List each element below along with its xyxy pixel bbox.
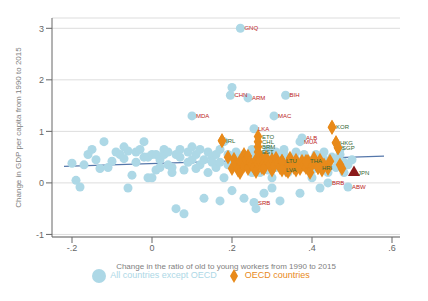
- svg-text:EST: EST: [262, 149, 274, 155]
- svg-text:CHN: CHN: [234, 92, 247, 98]
- svg-text:ETO: ETO: [262, 133, 275, 140]
- svg-text:SRB: SRB: [258, 200, 270, 206]
- svg-text:BRB: BRB: [332, 180, 344, 186]
- svg-text:2: 2: [39, 75, 44, 85]
- svg-text:Change in the ratio of old to: Change in the ratio of old to young work…: [116, 262, 336, 271]
- svg-text:-1: -1: [36, 230, 44, 240]
- svg-text:HRI: HRI: [322, 165, 333, 171]
- svg-text:JPN: JPN: [358, 170, 369, 176]
- svg-text:THA: THA: [310, 158, 322, 164]
- svg-text:HKG: HKG: [340, 139, 353, 146]
- svg-text:3: 3: [39, 24, 44, 34]
- svg-text:Change in GDP per capita from: Change in GDP per capita from 1990 to 20…: [14, 47, 23, 208]
- svg-text:MUA: MUA: [304, 139, 317, 145]
- svg-text:IRL: IRL: [226, 138, 236, 144]
- svg-text:.2: .2: [228, 243, 236, 253]
- svg-text:0: 0: [149, 243, 154, 253]
- svg-text:ABW: ABW: [352, 184, 366, 190]
- svg-text:GNQ: GNQ: [244, 25, 258, 31]
- html-text:All countries except OECD: All countries except OECD: [110, 270, 217, 281]
- svg-text:MAC: MAC: [278, 113, 292, 119]
- svg-text:BRM: BRM: [262, 143, 276, 150]
- svg-text:BIH: BIH: [290, 92, 300, 98]
- svg-text:0: 0: [39, 178, 44, 188]
- svg-text:ARM: ARM: [252, 95, 265, 101]
- svg-text:LTU: LTU: [286, 158, 297, 164]
- svg-text:1: 1: [39, 127, 44, 137]
- html-text:OECD countries: OECD countries: [244, 270, 310, 281]
- svg-text:.6: .6: [388, 243, 396, 253]
- svg-text:SGP: SGP: [342, 145, 355, 151]
- svg-text:LVA: LVA: [286, 167, 296, 173]
- svg-text:LKA: LKA: [258, 126, 269, 132]
- svg-text:MDA: MDA: [196, 113, 209, 119]
- svg-text:-.2: -.2: [67, 243, 78, 253]
- svg-text:.4: .4: [308, 243, 316, 253]
- svg-text:CHL: CHL: [262, 138, 274, 145]
- svg-text:KOR: KOR: [336, 124, 350, 130]
